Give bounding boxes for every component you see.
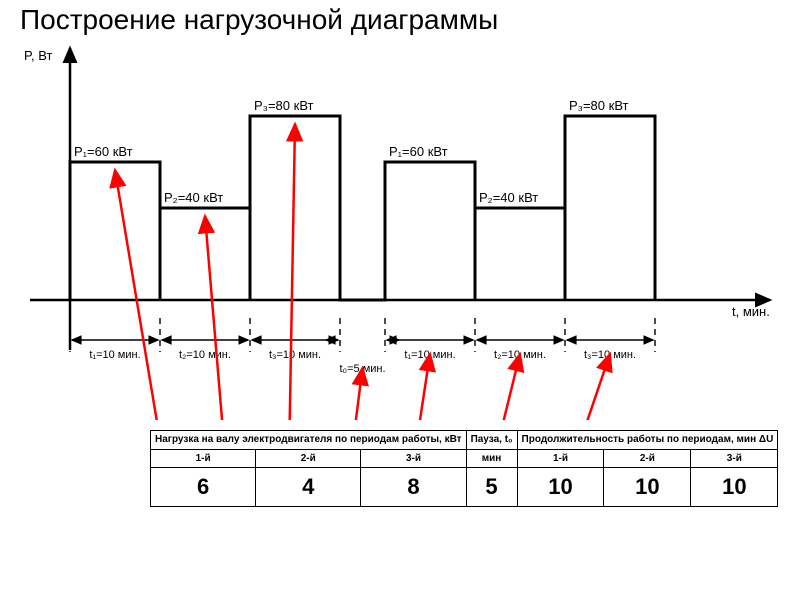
- svg-text:P₃=80 кВт: P₃=80 кВт: [569, 98, 629, 113]
- table-period-cell: 1-й: [517, 449, 604, 467]
- data-table: Нагрузка на валу электродвигателя по пер…: [150, 430, 778, 507]
- table-value-cell: 10: [691, 467, 778, 506]
- table-value-cell: 6: [151, 467, 256, 506]
- table-value-cell: 10: [517, 467, 604, 506]
- table-period-cell: 2-й: [604, 449, 691, 467]
- table-value-cell: 5: [466, 467, 517, 506]
- table-header-duration: Продолжительность работы по периодам, ми…: [517, 431, 778, 450]
- svg-text:P₂=40 кВт: P₂=40 кВт: [164, 190, 223, 205]
- table-value-cell: 4: [256, 467, 361, 506]
- svg-text:P, Вт: P, Вт: [24, 48, 52, 63]
- table-period-cell: 1-й: [151, 449, 256, 467]
- table-header-load: Нагрузка на валу электродвигателя по пер…: [151, 431, 467, 450]
- table-period-cell: 3-й: [691, 449, 778, 467]
- svg-text:t₃=10 мин.: t₃=10 мин.: [269, 349, 321, 361]
- table-pause-unit: мин: [466, 449, 517, 467]
- svg-text:P₃=80 кВт: P₃=80 кВт: [254, 98, 314, 113]
- table-period-cell: 3-й: [361, 449, 466, 467]
- svg-text:t₁=10 мин.: t₁=10 мин.: [89, 349, 140, 361]
- table-header-pause: Пауза, t₀: [466, 431, 517, 450]
- table-value-cell: 10: [604, 467, 691, 506]
- svg-text:P₁=60 кВт: P₁=60 кВт: [389, 144, 448, 159]
- table-value-cell: 8: [361, 467, 466, 506]
- svg-text:P₂=40 кВт: P₂=40 кВт: [479, 190, 538, 205]
- table-period-cell: 2-й: [256, 449, 361, 467]
- page-title: Построение нагрузочной диаграммы: [20, 4, 498, 36]
- load-diagram-chart: P, Вт t, мин. P₁=60 кВт P₂=40 кВт P₃=80 кВт P…: [20, 40, 780, 420]
- svg-text:P₁=60 кВт: P₁=60 кВт: [74, 144, 133, 159]
- svg-text:t₂=10 мин.: t₂=10 мин.: [179, 349, 231, 361]
- svg-text:t, мин.: t, мин.: [732, 304, 770, 319]
